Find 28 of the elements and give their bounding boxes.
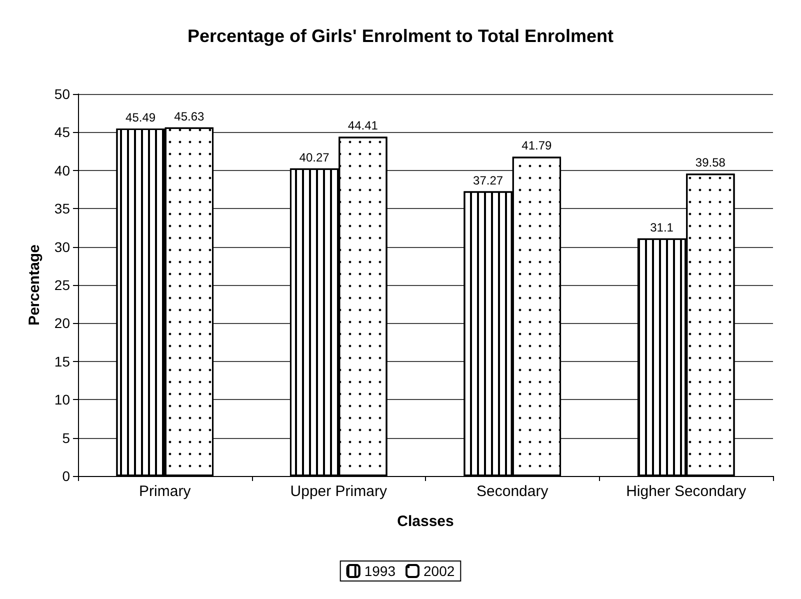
y-tick-label: 50	[54, 86, 70, 102]
y-tick-label: 35	[54, 200, 70, 217]
x-tick-label: Primary	[139, 483, 192, 500]
data-label: 37.27	[473, 173, 504, 188]
x-tick-label: Higher Secondary	[626, 483, 747, 500]
chart-title: Percentage of Girls' Enrolment to Total Enrolment	[187, 26, 614, 46]
y-tick-label: 5	[62, 430, 70, 446]
y-tick-label: 0	[62, 468, 70, 484]
data-label: 41.79	[522, 138, 552, 153]
y-tick-label: 15	[54, 353, 70, 370]
y-tick-label: 30	[54, 238, 70, 255]
y-axis-title: Percentage	[26, 244, 43, 326]
data-label: 40.27	[299, 150, 330, 164]
data-label: 45.63	[174, 109, 205, 124]
data-label: 39.58	[695, 156, 726, 170]
y-tick-label: 45	[54, 124, 70, 140]
data-label: 44.41	[348, 118, 378, 133]
data-label: 45.49	[126, 110, 156, 124]
y-tick-label: 25	[54, 277, 70, 293]
data-label: 31.1	[650, 220, 674, 234]
legend-label: 2002	[424, 563, 455, 579]
x-tick-label: Upper Primary	[290, 483, 388, 500]
y-tick-label: 10	[54, 392, 70, 408]
x-tick-label: Secondary	[476, 483, 549, 500]
x-axis-title: Classes	[397, 513, 454, 530]
legend-label: 1993	[364, 563, 396, 579]
y-tick-label: 40	[54, 162, 70, 178]
y-tick-label: 20	[54, 315, 70, 332]
